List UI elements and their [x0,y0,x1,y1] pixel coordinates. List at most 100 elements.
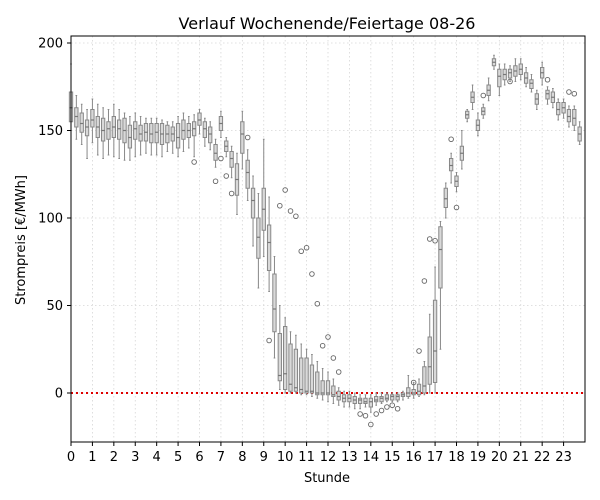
box-8.5 [250,175,256,247]
iqr-box [213,144,218,161]
outlier-point [228,190,235,197]
outlier-point [362,413,369,419]
x-tick-label: 2 [110,450,118,465]
outlier-point [394,406,401,412]
box-11.25 [309,271,315,397]
iqr-box [438,226,443,289]
box-9 [261,138,266,257]
outlier-point [266,337,272,344]
iqr-box [175,123,181,149]
iqr-box [74,107,79,128]
outlier-point [448,136,454,142]
outlier-point [277,202,283,209]
iqr-box [208,126,213,144]
outlier-point [432,237,438,244]
outlier-point [303,244,310,251]
x-tick-label: 6 [195,450,203,465]
iqr-box [106,121,111,140]
box-14.5 [378,392,385,414]
box-10.25 [287,208,294,394]
x-tick-label: 18 [448,450,465,465]
iqr-box [529,79,534,89]
box-16.25 [416,348,422,397]
box-19.5 [486,77,491,102]
iqr-box [374,396,379,403]
box-15.75 [406,375,411,399]
x-tick-label: 23 [555,450,572,465]
iqr-box [572,109,577,126]
box-11.75 [319,343,326,401]
iqr-box [272,273,277,333]
box-15.5 [400,390,406,401]
iqr-box [197,112,202,126]
box-6 [197,109,202,135]
x-tick-label: 14 [363,450,380,465]
iqr-box [331,385,336,397]
iqr-box [566,109,572,123]
box-10 [282,187,288,394]
box-10.75 [298,248,304,396]
box-8.75 [256,193,261,289]
iqr-box [363,397,368,404]
box-6.25 [202,117,208,147]
box-23.5 [571,90,578,131]
outlier-point [244,134,251,141]
iqr-box [229,151,234,168]
box-8 [240,110,245,170]
outlier-point [384,404,390,410]
iqr-box [90,109,95,128]
box-12 [325,334,331,403]
outlier-point [314,301,321,307]
iqr-box [127,124,133,149]
box-19.25 [480,92,487,119]
x-tick-label: 5 [174,450,182,465]
iqr-box [357,397,363,404]
iqr-box [497,68,502,88]
outlier-point [325,334,331,340]
outlier-point [368,421,374,428]
outlier-point [410,379,417,386]
box-4.5 [165,121,170,152]
box-11.5 [314,301,321,399]
outlier-point [426,236,433,242]
box-17.25 [438,221,443,350]
box-8.25 [244,134,251,201]
iqr-box [240,121,245,154]
iqr-box [556,102,561,116]
box-12.5 [335,369,342,406]
x-tick-label: 12 [320,450,337,465]
x-tick-label: 10 [277,450,294,465]
outlier-point [330,355,337,361]
box-20.5 [507,65,513,85]
y-axis-label: Strompreis [€/MWh] [14,175,29,305]
box-15 [389,392,396,409]
iqr-box [406,387,411,397]
box-20.75 [513,58,518,82]
y-tick-label: 50 [46,299,63,314]
box-5.25 [181,112,186,152]
box-1.5 [100,107,106,159]
box-1 [90,98,95,144]
outlier-point [357,411,363,417]
box-16.5 [421,278,428,396]
box-13.75 [362,394,369,419]
box-10.5 [293,213,299,394]
iqr-box [507,68,513,79]
iqr-box [336,390,341,401]
outlier-point [218,155,224,162]
box-14.75 [384,392,390,410]
outlier-point [223,173,230,179]
outlier-point [287,208,294,214]
x-axis-label: Stunde [304,471,350,486]
outlier-point [319,343,326,349]
box-3.5 [143,117,149,154]
iqr-box [320,380,325,396]
iqr-box [181,119,186,140]
iqr-box [395,394,400,401]
box-0.25 [74,95,79,140]
box-7 [218,110,224,162]
outlier-point [480,92,487,99]
iqr-box [202,121,208,138]
iqr-box [245,159,250,189]
outlier-point [373,411,379,417]
